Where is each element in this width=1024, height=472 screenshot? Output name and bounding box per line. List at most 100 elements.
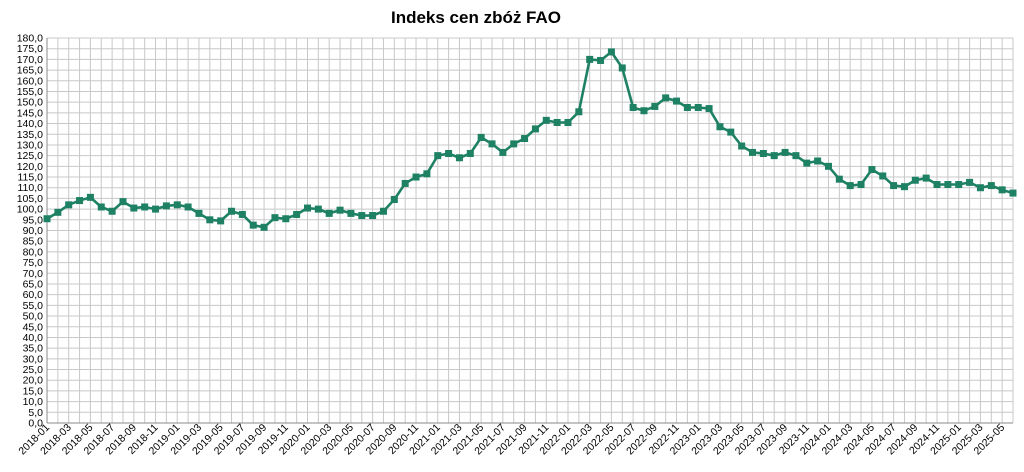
data-point	[607, 48, 615, 56]
y-tick-label: 75,0	[23, 257, 44, 269]
data-point	[119, 198, 127, 206]
data-point	[1009, 189, 1017, 197]
data-point	[640, 107, 648, 115]
data-point	[705, 105, 713, 113]
data-point	[347, 209, 355, 217]
data-point	[162, 202, 170, 210]
data-point	[76, 197, 84, 205]
axes	[46, 38, 1013, 424]
series-layer	[43, 48, 1017, 231]
data-point	[824, 162, 832, 170]
data-point	[531, 125, 539, 133]
data-point	[814, 157, 822, 165]
data-point	[911, 176, 919, 184]
data-point	[260, 223, 268, 231]
data-point	[846, 182, 854, 190]
data-point	[586, 55, 594, 63]
data-point	[390, 195, 398, 203]
data-point	[369, 212, 377, 220]
y-tick-label: 95,0	[23, 214, 44, 226]
data-point	[434, 152, 442, 160]
data-point	[987, 182, 995, 190]
data-point	[228, 207, 236, 215]
data-point	[879, 172, 887, 180]
data-point	[510, 140, 518, 148]
data-point	[683, 104, 691, 112]
x-axis-tick-labels: 2018-012018-032018-052018-072018-092018-…	[16, 422, 1007, 458]
data-point	[673, 97, 681, 105]
data-point	[314, 205, 322, 213]
y-axis-tick-labels: 0,05,010,015,020,025,030,035,040,045,050…	[17, 33, 43, 430]
y-tick-label: 160,0	[17, 75, 43, 87]
data-point	[358, 212, 366, 220]
y-tick-label: 20,0	[23, 375, 44, 387]
data-point	[412, 173, 420, 181]
data-point	[770, 152, 778, 160]
y-tick-label: 60,0	[23, 289, 44, 301]
data-point	[998, 186, 1006, 194]
y-tick-label: 35,0	[23, 343, 44, 355]
data-point	[271, 214, 279, 222]
data-point	[86, 193, 94, 201]
data-point	[401, 179, 409, 187]
series-line	[46, 50, 1014, 229]
y-tick-label: 145,0	[17, 107, 43, 119]
data-point	[521, 135, 529, 143]
data-point	[944, 181, 952, 189]
data-point	[108, 207, 116, 215]
data-point	[955, 181, 963, 189]
data-point	[597, 56, 605, 64]
y-tick-label: 150,0	[17, 97, 43, 109]
data-point	[542, 116, 550, 124]
y-tick-label: 105,0	[17, 193, 43, 205]
y-tick-label: 170,0	[17, 54, 43, 66]
gridlines	[46, 37, 1014, 424]
y-tick-label: 110,0	[18, 182, 44, 194]
y-tick-label: 15,0	[23, 385, 44, 397]
y-tick-label: 135,0	[17, 129, 43, 141]
data-point	[238, 210, 246, 218]
data-point	[54, 208, 62, 216]
data-point	[759, 150, 767, 157]
data-point	[694, 104, 702, 112]
y-tick-label: 5,0	[28, 407, 43, 419]
data-point	[618, 64, 626, 72]
data-point	[868, 166, 876, 174]
y-tick-label: 100,0	[17, 204, 43, 216]
data-point	[477, 133, 485, 141]
data-point	[303, 204, 311, 212]
data-point	[966, 178, 974, 186]
data-point	[206, 216, 214, 224]
data-point	[803, 159, 811, 167]
y-tick-label: 85,0	[23, 236, 44, 248]
data-point	[629, 104, 637, 112]
chart-title: Indeks cen zbóż FAO	[391, 8, 561, 27]
data-point	[152, 205, 160, 213]
data-point	[445, 150, 453, 157]
data-point	[282, 215, 290, 223]
data-point	[857, 181, 865, 189]
data-point	[249, 221, 257, 229]
y-tick-label: 165,0	[17, 65, 43, 77]
data-point	[890, 182, 898, 190]
y-tick-label: 140,0	[17, 118, 43, 130]
y-tick-label: 40,0	[23, 332, 44, 344]
y-tick-label: 180,0	[17, 33, 43, 45]
data-point	[749, 148, 757, 156]
y-tick-label: 80,0	[23, 246, 44, 258]
data-point	[43, 215, 51, 223]
y-tick-label: 30,0	[23, 353, 44, 365]
data-point	[184, 203, 192, 211]
y-tick-label: 70,0	[23, 268, 44, 280]
data-point	[217, 217, 225, 225]
data-point	[716, 123, 724, 131]
data-point	[553, 118, 561, 126]
data-point	[466, 150, 474, 157]
data-point	[781, 148, 789, 156]
y-tick-label: 90,0	[23, 225, 44, 237]
y-tick-label: 55,0	[23, 300, 44, 312]
data-point	[293, 210, 301, 218]
data-point	[379, 207, 387, 215]
y-tick-label: 120,0	[17, 161, 43, 173]
data-point	[662, 94, 670, 102]
